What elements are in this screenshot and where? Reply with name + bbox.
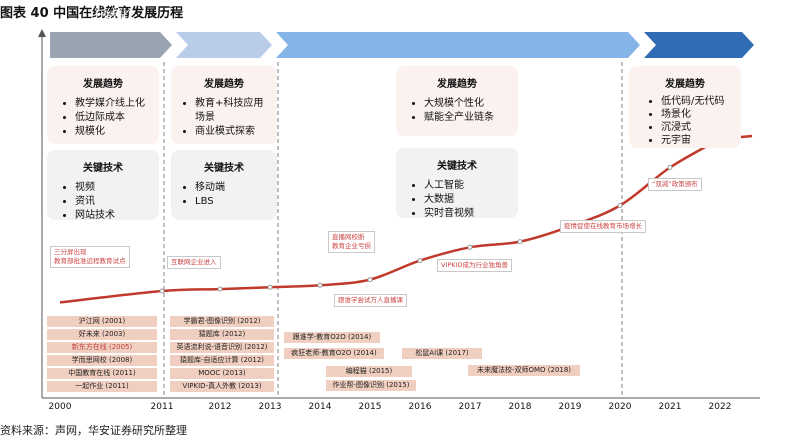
trend-item: 场景化 [661,108,741,121]
trend-item: 规模化 [75,125,159,139]
event-label: MOOC (2013) [170,368,274,379]
x-tick-label: 2012 [208,402,232,412]
note-internet-firms: 互联网企业进入 [167,256,221,269]
event-label: 学而思网校 (2008) [47,355,157,366]
trend-item: 大规模个性化 [424,97,518,111]
curve-point [217,286,223,292]
curve-point [667,165,673,170]
phase-arrow-industrial [276,32,640,58]
trend-box-future: 发展趋势 低代码/无代码 场景化 沉浸式 元宇宙 [629,66,741,148]
event-label: VIPKID-真人外教 (2013) [170,381,274,392]
curve-point [517,239,523,245]
tech-box-heading: 关键技术 [204,163,244,174]
phase-commercial: 商业化 [206,6,243,21]
tech-box-industrial: 关键技术 人工智能 大数据 实时音视频 [396,148,518,221]
x-tick-label: 2022 [708,402,732,412]
phase-arrow-online [50,32,172,58]
tech-item: LBS [195,195,277,209]
phase-arrow-commercial [176,32,272,58]
x-tick-label: 2020 [608,402,632,412]
event-label: 学霸君-图像识别 (2012) [170,316,274,327]
event-label: 猿题库 (2012) [170,329,274,340]
phase-future: 展望未来 [673,6,722,21]
event-label: 疯狂老师-教育O2O (2014) [284,348,384,359]
trend-box-online: 发展趋势 教学媒介线上化 低边际成本 规模化 [47,66,159,144]
note-live-school: 直播网校断 教育企业亏损 [328,231,375,253]
tech-item: 移动端 [195,181,277,195]
event-label: 未来魔法校-双师OMO (2018) [468,365,580,376]
note-line: 三分屏出现 [54,248,87,256]
trend-item: 商业模式探索 [195,125,273,139]
event-label: 沪江网 (2001) [47,316,157,327]
event-label: 松鼠AI课 (2017) [402,348,482,359]
trend-item: 元宇宙 [661,134,741,147]
x-tick-label: 2021 [658,402,682,412]
tech-box-commercial: 关键技术 移动端 LBS [171,150,277,220]
x-tick-label: 2018 [508,402,532,412]
x-tick-label: 2000 [48,402,72,412]
trend-item: 沉浸式 [661,121,741,134]
x-tick-label: 2017 [458,402,482,412]
x-tick-label: 2016 [408,402,432,412]
note-line: 教育部批准远程教育试点 [54,257,126,265]
trend-box-heading: 发展趋势 [83,79,123,90]
note-remote-ed: 三分屏出现 教育部批准远程教育试点 [50,246,130,268]
curve-point [617,203,623,208]
event-label: 猿题库-自适应计算 (2012) [170,355,274,366]
event-label: 一起作业 (2011) [47,381,157,392]
tech-box-heading: 关键技术 [83,163,123,174]
event-label: 好未来 (2003) [47,329,157,340]
event-label: 作业帮-图像识别 (2015) [326,380,416,391]
curve-point [467,244,473,250]
tech-item: 大数据 [424,193,518,207]
curve-point [267,284,273,290]
x-tick-label: 2015 [358,402,382,412]
source-note: 资料来源：声网，华安证券研究所整理 [0,424,187,437]
phase-arrow-future [644,32,754,58]
curve-point [159,288,165,294]
tech-item: 人工智能 [424,179,518,193]
trend-item: 低边际成本 [75,111,159,125]
x-tick-label: 2014 [308,402,332,412]
figure-title: 图表 40 中国在线教育发展历程 [0,6,184,21]
x-tick-label: 2011 [150,402,174,412]
trend-box-heading: 发展趋势 [665,79,705,90]
curve-point [417,258,423,264]
tech-item: 网站技术 [75,209,159,223]
note-gaotu-live: 跟谁学尝试万人直播课 [334,294,407,307]
note-pandemic: 疫情促使在线教育市场增长 [560,220,646,233]
trend-item: 低代码/无代码 [661,95,741,108]
trend-box-industrial: 发展趋势 大规模个性化 赋能全产业链条 [396,66,518,136]
trend-item: 教学媒介线上化 [75,97,159,111]
note-double-reduction: “双减”政策颁布 [648,178,702,191]
tech-box-online: 关键技术 视频 资讯 网站技术 [47,150,159,223]
event-label: 跟谁学-教育O2O (2014) [284,332,380,343]
tech-item: 视频 [75,181,159,195]
trend-item: 教育+科技应用场景 [195,97,273,125]
tech-item: 资讯 [75,195,159,209]
y-axis-arrow [38,29,46,37]
event-label: 英语流利说-语音识别 (2012) [170,342,274,353]
trend-box-commercial: 发展趋势 教育+科技应用场景 商业模式探索 [171,66,277,144]
trend-box-heading: 发展趋势 [204,79,244,90]
tech-box-heading: 关键技术 [437,161,477,172]
tech-item: 实时音视频 [424,207,518,221]
event-label: 编程猫 (2015) [326,366,412,377]
trend-item: 赋能全产业链条 [424,111,518,125]
phase-online: 在线化 [93,6,130,21]
note-line: 教育企业亏损 [332,242,371,250]
note-line: 直播网校断 [332,233,365,241]
x-tick-label: 2013 [258,402,282,412]
event-label: 新东方在线 (2005) [47,342,157,353]
trend-box-heading: 发展趋势 [437,79,477,90]
note-vipkid-unicorn: VIPKID成为行业独角兽 [437,259,512,272]
x-tick-label: 2019 [558,402,582,412]
event-label: 中国教育在线 (2011) [47,368,157,379]
phase-industrial: 产业化 [436,6,473,21]
curve-point [367,277,373,283]
curve-point [317,282,323,288]
